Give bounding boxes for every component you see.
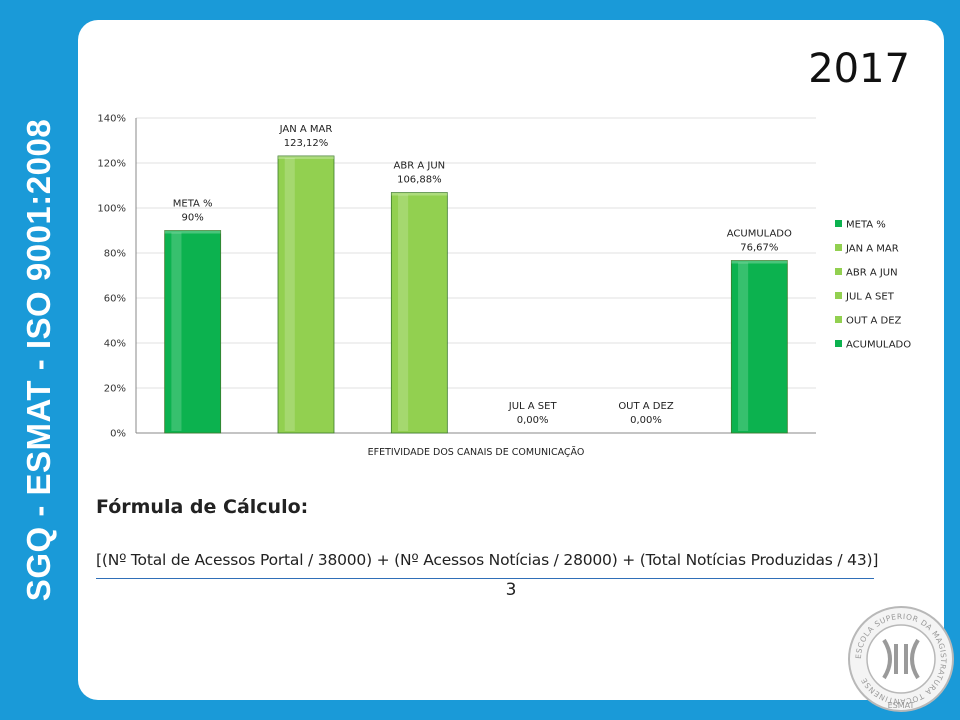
legend-swatch (835, 292, 842, 299)
legend-label: ABR A JUN (846, 268, 898, 279)
bar-category-label: META % (173, 199, 213, 210)
bar-highlight (398, 194, 409, 431)
side-title-text: SGQ - ESMAT - ISO 9001:2008 (20, 118, 57, 602)
y-tick-label: 0% (110, 429, 126, 440)
slide-card (78, 20, 944, 700)
bar-top-shine (164, 230, 221, 234)
bar-value-label: 106,88% (397, 175, 442, 186)
legend-swatch (835, 268, 842, 275)
bar (277, 155, 335, 434)
bar-top-shine (731, 260, 788, 264)
bar-value-label: 0,00% (630, 415, 662, 426)
bar-value-label: 76,67% (740, 242, 778, 253)
esmat-seal-logo: ESCOLA SUPERIOR DA MAGISTRATURA TOCANTIN… (848, 606, 954, 712)
bar-category-label: JAN A MAR (279, 124, 333, 135)
bar-value-label: 90% (182, 213, 204, 224)
formula-title: Fórmula de Cálculo: (96, 496, 309, 518)
y-tick-label: 100% (97, 204, 126, 215)
legend-label: META % (846, 220, 886, 231)
seal-label: ESMAT (888, 701, 915, 710)
y-tick-label: 20% (104, 384, 126, 395)
y-tick-label: 40% (104, 339, 126, 350)
formula-numerator: [(Nº Total de Acessos Portal / 38000) + … (96, 551, 879, 569)
legend-swatch (835, 244, 842, 251)
bar-chart: 0% 20% 40% 60% 80% 100% 120% 140% META % 90% JAN A… (97, 114, 911, 459)
legend-label: OUT A DEZ (846, 316, 902, 327)
bar (390, 192, 448, 434)
side-title: SGQ - ESMAT - ISO 9001:2008 (6, 60, 72, 660)
x-axis-title: EFETIVIDADE DOS CANAIS DE COMUNICAÇÃO (368, 447, 585, 458)
formula-denominator: 3 (505, 580, 517, 600)
fraction-line (96, 578, 874, 579)
bar-category-label: ABR A JUN (394, 161, 446, 172)
bar-highlight (738, 262, 749, 431)
y-tick-label: 80% (104, 249, 126, 260)
legend-swatch (835, 316, 842, 323)
bar-highlight (284, 157, 295, 432)
year-label: 2017 (808, 46, 910, 92)
legend-label: JUL A SET (845, 292, 895, 303)
y-tick-label: 140% (97, 114, 126, 125)
bar-top-shine (278, 155, 334, 159)
bar-value-label: 0,00% (517, 415, 549, 426)
legend-swatch (835, 220, 842, 227)
y-tick-label: 60% (104, 294, 126, 305)
bar (164, 230, 222, 434)
bar-category-label: OUT A DEZ (618, 401, 674, 412)
y-tick-label: 120% (97, 159, 126, 170)
bar-top-shine (391, 192, 448, 196)
legend-swatch (835, 340, 842, 347)
legend-label: JAN A MAR (845, 244, 899, 255)
bar-value-label: 123,12% (284, 138, 329, 149)
bar (730, 260, 788, 434)
bar-category-label: JUL A SET (508, 401, 558, 412)
bar-category-label: ACUMULADO (727, 228, 792, 239)
bar-highlight (171, 232, 182, 431)
legend-label: ACUMULADO (846, 340, 911, 351)
